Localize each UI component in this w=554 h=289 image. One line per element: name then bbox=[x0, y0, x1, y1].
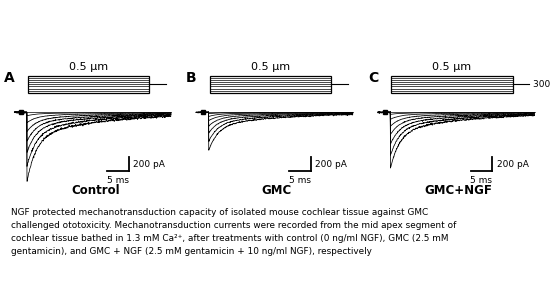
Text: 0.5 μm: 0.5 μm bbox=[433, 62, 471, 72]
Text: 0.5 μm: 0.5 μm bbox=[69, 62, 108, 72]
Bar bbox=[392, 76, 512, 93]
Text: A: A bbox=[4, 71, 15, 85]
Bar bbox=[209, 76, 331, 93]
Text: B: B bbox=[186, 71, 197, 85]
Text: 200 pA: 200 pA bbox=[315, 160, 347, 169]
Text: 5 ms: 5 ms bbox=[289, 176, 311, 185]
Text: 5 ms: 5 ms bbox=[470, 176, 493, 185]
Text: GMC: GMC bbox=[262, 184, 292, 197]
Text: 300 mv: 300 mv bbox=[533, 80, 554, 89]
Text: Control: Control bbox=[71, 184, 120, 197]
Text: 200 pA: 200 pA bbox=[496, 160, 529, 169]
Text: NGF protected mechanotransduction capacity of isolated mouse cochlear tissue aga: NGF protected mechanotransduction capaci… bbox=[11, 208, 456, 256]
Text: C: C bbox=[368, 71, 378, 85]
Text: 5 ms: 5 ms bbox=[107, 176, 129, 185]
Text: GMC+NGF: GMC+NGF bbox=[425, 184, 493, 197]
Bar bbox=[28, 76, 149, 93]
Text: 200 pA: 200 pA bbox=[133, 160, 165, 169]
Text: 0.5 μm: 0.5 μm bbox=[251, 62, 290, 72]
